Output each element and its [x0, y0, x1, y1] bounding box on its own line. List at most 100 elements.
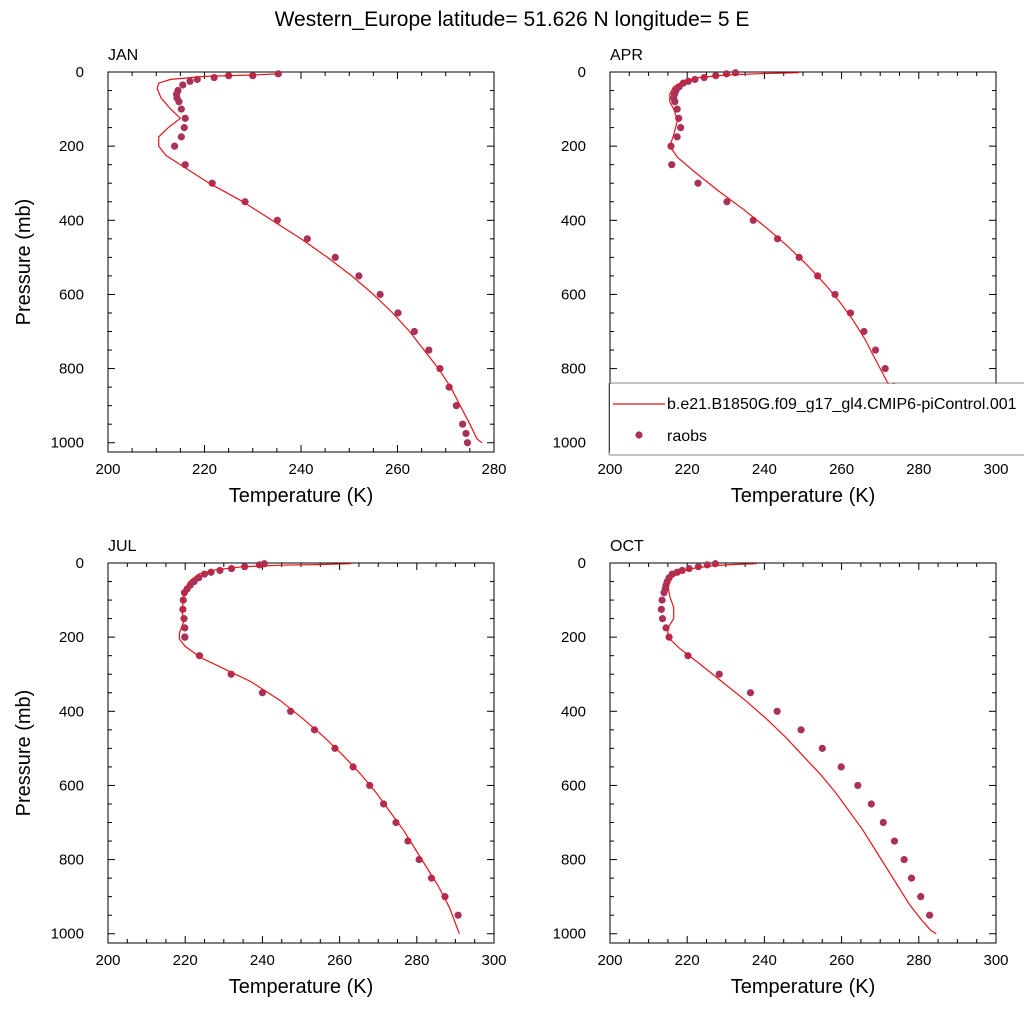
- x-tick-label: 240: [250, 952, 275, 969]
- raobs-point: [723, 198, 731, 206]
- raobs-point: [376, 290, 384, 299]
- raobs-point: [694, 179, 702, 187]
- y-tick-label: 200: [59, 138, 84, 155]
- x-tick-label: 300: [983, 461, 1008, 478]
- raobs-point: [926, 911, 934, 919]
- y-tick-label: 400: [561, 703, 586, 720]
- raobs-point: [890, 837, 899, 845]
- y-tick-label: 800: [561, 361, 586, 378]
- y-tick-label: 800: [561, 852, 586, 869]
- raobs-point: [907, 874, 916, 882]
- y-tick-label: 1000: [553, 926, 586, 943]
- raobs-point: [427, 874, 436, 882]
- raobs-point: [180, 615, 188, 623]
- raobs-point: [180, 124, 188, 132]
- y-tick-label: 400: [561, 212, 586, 229]
- x-tick-label: 260: [327, 952, 352, 969]
- raobs-point: [355, 272, 363, 280]
- raobs-point: [210, 73, 218, 82]
- y-tick-label: 800: [59, 361, 84, 378]
- y-tick-label: 400: [59, 703, 84, 720]
- raobs-point: [181, 114, 189, 122]
- x-tick-label: 280: [906, 952, 931, 969]
- x-tick-label: 240: [752, 461, 777, 478]
- legend: b.e21.B1850G.f09_g17_gl4.CMIP6-piControl…: [608, 382, 1024, 456]
- x-tick-label: 240: [752, 952, 777, 969]
- raobs-point: [463, 439, 472, 447]
- plot-frame: [107, 71, 495, 453]
- raobs-point: [208, 179, 216, 187]
- raobs-point: [854, 781, 862, 790]
- raobs-point: [255, 561, 263, 569]
- y-tick-label: 1000: [51, 926, 84, 943]
- raobs-point: [703, 561, 711, 569]
- raobs-point: [394, 309, 402, 317]
- raobs-point: [274, 70, 282, 78]
- raobs-point: [258, 689, 266, 697]
- x-tick-label: 260: [829, 461, 854, 478]
- legend-obs-swatch: [635, 431, 643, 439]
- raobs-point: [871, 346, 880, 354]
- raobs-point: [917, 893, 925, 901]
- y-tick-label: 200: [561, 138, 586, 155]
- plot-frame: [107, 562, 495, 944]
- figure-title: Western_Europe latitude= 51.626 N longit…: [275, 8, 750, 31]
- raobs-point: [410, 327, 418, 336]
- raobs-point: [797, 726, 805, 734]
- x-axis-label: Temperature (K): [229, 976, 374, 998]
- raobs-point: [177, 105, 185, 113]
- panels: 200 220 240 260 280 0 200 400 600 800 1000 Temperat…: [13, 47, 1009, 998]
- legend-background: [610, 384, 1024, 454]
- raobs-point: [715, 670, 723, 678]
- y-tick-label: 800: [59, 852, 84, 869]
- y-axis-label: Pressure (mb): [13, 690, 35, 817]
- y-tick-label: 600: [59, 777, 84, 794]
- raobs-point: [831, 290, 839, 299]
- x-axis-label: Temperature (K): [229, 485, 374, 507]
- y-tick-label: 200: [59, 629, 84, 646]
- raobs-point: [216, 566, 224, 575]
- panel-label: JUL: [108, 538, 137, 555]
- y-tick-label: 0: [578, 64, 586, 81]
- x-tick-label: 260: [829, 952, 854, 969]
- raobs-point: [881, 364, 889, 373]
- raobs-point: [722, 70, 731, 78]
- y-tick-label: 600: [59, 286, 84, 303]
- y-tick-label: 600: [561, 286, 586, 303]
- raobs-point: [310, 726, 319, 734]
- raobs-point: [837, 763, 845, 771]
- x-tick-label: 200: [597, 461, 622, 478]
- raobs-point: [658, 596, 666, 604]
- plot-frame: [609, 562, 997, 944]
- raobs-point: [175, 98, 183, 106]
- raobs-point: [773, 707, 781, 715]
- panel-label: APR: [610, 47, 643, 64]
- y-axis-label: Pressure (mb): [13, 199, 35, 326]
- raobs-point: [331, 253, 339, 261]
- raobs-point: [660, 589, 668, 597]
- x-tick-label: 200: [95, 461, 120, 478]
- raobs-point: [657, 605, 665, 613]
- raobs-point: [170, 142, 179, 150]
- raobs-point: [694, 563, 702, 571]
- legend-obs-label: raobs: [667, 428, 707, 445]
- x-tick-label: 260: [385, 461, 410, 478]
- raobs-point: [436, 364, 444, 373]
- x-tick-label: 200: [597, 952, 622, 969]
- model-profile-line: [178, 563, 460, 934]
- panel-label: JAN: [108, 47, 138, 64]
- raobs-point: [425, 346, 433, 354]
- raobs-point: [673, 133, 681, 141]
- raobs-point: [667, 142, 675, 150]
- raobs-point: [392, 818, 400, 827]
- panel-jul: 200 220 240 260 280 300 0 200 400 600 800 1000 Tempe…: [13, 538, 507, 998]
- raobs-point: [459, 420, 467, 428]
- raobs-point: [665, 633, 673, 641]
- x-axis-label: Temperature (K): [731, 976, 876, 998]
- panel-jan: 200 220 240 260 280 0 200 400 600 800 1000 Temperat…: [13, 47, 507, 507]
- raobs-point: [677, 124, 685, 132]
- x-tick-label: 220: [173, 952, 198, 969]
- raobs-point: [181, 624, 189, 632]
- raobs-point: [286, 707, 295, 715]
